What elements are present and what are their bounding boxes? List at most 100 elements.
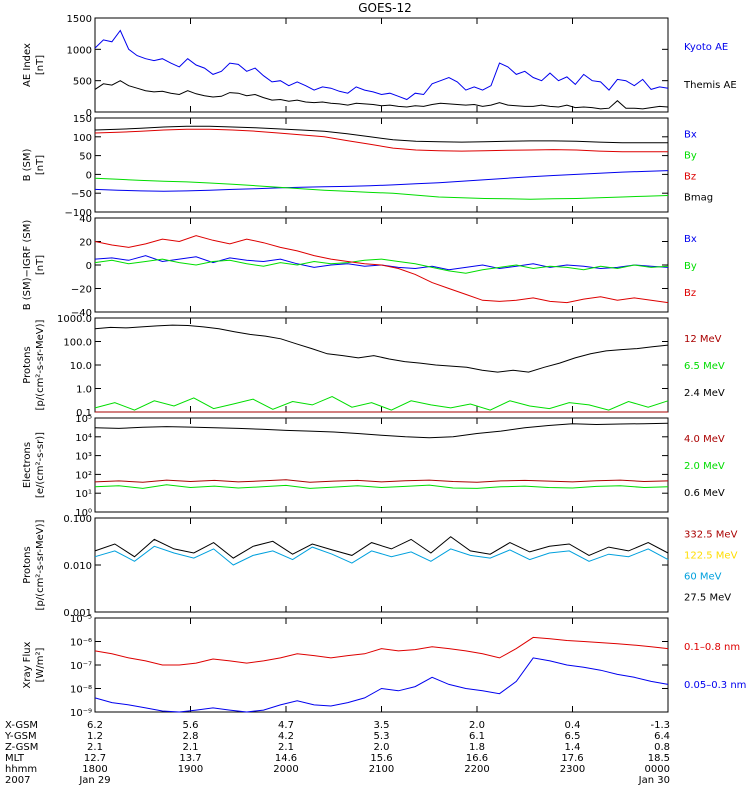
series-line-bz	[94, 128, 668, 153]
series-line-2-0-mev	[94, 484, 669, 489]
panel-4: 0.1 1.0 10.0 100.0 1000.0 Protons [p/(cm²-s-sr…	[22, 314, 725, 419]
axis-value: 5.6	[183, 720, 199, 731]
legend-bz: Bz	[684, 288, 696, 299]
axis-value: 14.6	[275, 753, 297, 764]
legend-60-mev: 60 MeV	[684, 571, 722, 582]
legend-0-1-0-8-nm: 0.1–0.8 nm	[684, 642, 740, 653]
y-axis-label: AE Index	[22, 43, 33, 87]
axis-value: 18.5	[648, 753, 670, 764]
legend-2-0-mev: 2.0 MeV	[684, 461, 725, 472]
y-tick-label: 1000	[67, 45, 92, 56]
y-tick-label: −20	[71, 285, 92, 296]
axis-value: 2.1	[183, 742, 199, 753]
axis-value: -1.3	[650, 720, 670, 731]
y-tick-label: 10⁻⁸	[70, 685, 92, 696]
y-axis-label: [W/m²]	[35, 647, 46, 682]
axis-value: 2200	[464, 764, 489, 775]
panel-6: 0.001 0.010 0.100 Protons [p/(cm²-s-sr-MeV)]…	[22, 514, 738, 619]
legend-12-mev: 12 MeV	[684, 334, 722, 345]
y-tick-label: 0	[86, 261, 92, 272]
series-line-60-mev	[94, 545, 669, 566]
row-label: Z-GSM	[5, 742, 38, 753]
axis-value: 1.4	[565, 742, 581, 753]
panel-frame	[94, 317, 669, 413]
legend-bx: Bx	[684, 130, 697, 141]
legend-kyoto-ae: Kyoto AE	[684, 42, 728, 53]
row-label: X-GSM	[5, 720, 38, 731]
series-line-0-05-0-3-nm	[94, 657, 669, 713]
y-axis-label: B (SM)−IGRF (SM)	[22, 220, 33, 311]
y-tick-label: −40	[71, 308, 92, 319]
legend-6-5-mev: 6.5 MeV	[684, 361, 725, 372]
legend-332-5-mev: 332.5 MeV	[684, 530, 738, 541]
legend-bz: Bz	[684, 171, 696, 182]
series-line-4-0-mev	[94, 479, 669, 483]
y-tick-label: 0	[86, 108, 92, 119]
axis-value: 15.6	[370, 753, 392, 764]
series-line-27-5-mev	[94, 536, 669, 559]
axis-value: 2.0	[469, 720, 485, 731]
y-tick-label: 0.1	[76, 408, 92, 419]
panel-2: −100 −50 0 50 100 150 B (SM) [nT] Bx By Bz Bmag	[22, 114, 713, 219]
series-line-by	[94, 258, 669, 274]
y-axis-label: Protons	[22, 346, 33, 383]
series-line-6-5-mev	[94, 396, 669, 411]
series-line-kyoto-ae	[94, 29, 669, 101]
axis-value: 6.5	[565, 731, 581, 742]
y-tick-label: 1000.0	[57, 314, 92, 325]
legend-bx: Bx	[684, 234, 697, 245]
series-line-bmag	[94, 125, 668, 144]
axis-value: 1800	[82, 764, 107, 775]
panel-3: −40 −20 0 20 40 B (SM)−IGRF (SM) [nT] Bx By Bz	[22, 214, 697, 319]
y-axis-label: [p/(cm²-s-sr-MeV)]	[35, 519, 46, 610]
axis-value: 1.8	[469, 742, 485, 753]
series-line-0-6-mev	[94, 422, 669, 439]
bottom-axis-table: X-GSM 6.2 5.6 4.7 3.5 2.0 0.4 -1.3 Y-GSM 1.2 2.8 4.…	[4, 720, 670, 786]
y-tick-label: −50	[71, 189, 92, 200]
axis-value: 0000	[645, 764, 670, 775]
panel-1: 0 500 1000 1500 AE Index [nT] Kyoto AE Themis A…	[22, 14, 737, 119]
series-line-bz	[94, 235, 669, 304]
axis-value: 2300	[560, 764, 585, 775]
legend-2-4-mev: 2.4 MeV	[684, 388, 725, 399]
y-tick-label: 150	[73, 114, 92, 125]
series-line-by	[94, 177, 669, 200]
y-axis-label: [nT]	[35, 155, 46, 175]
axis-value: 16.6	[466, 753, 488, 764]
y-tick-label: 1500	[67, 14, 92, 25]
panel-7: 10⁻⁹ 10⁻⁸ 10⁻⁷ 10⁻⁶ 10⁻⁵ Xray Flux [W/m²] 0.1–0…	[22, 614, 746, 719]
axis-value: Jan 30	[638, 775, 670, 786]
axis-value: 0.4	[565, 720, 581, 731]
axis-value: 2100	[369, 764, 394, 775]
axis-value: Jan 29	[78, 775, 110, 786]
axis-value: 4.7	[278, 720, 294, 731]
y-tick-label: 500	[73, 77, 92, 88]
y-axis-label: [nT]	[35, 55, 46, 75]
y-tick-label: 1.0	[76, 385, 92, 396]
y-tick-label: 10⁻⁹	[70, 708, 92, 719]
y-axis-label: Xray Flux	[22, 641, 33, 688]
y-tick-label: 50	[79, 152, 92, 163]
axis-value: 6.2	[87, 720, 103, 731]
legend-27-5-mev: 27.5 MeV	[684, 592, 731, 603]
legend-bmag: Bmag	[684, 192, 713, 203]
axis-value: 12.7	[84, 753, 106, 764]
y-axis-label: [nT]	[35, 255, 46, 275]
y-tick-label: 10⁻⁶	[70, 638, 92, 649]
axis-value: 1.2	[87, 731, 103, 742]
panel-frame	[94, 417, 669, 513]
y-axis-label: B (SM)	[22, 148, 33, 181]
y-tick-label: 0	[86, 170, 92, 181]
panel-5: 10⁰ 10¹ 10² 10³ 10⁴ 10⁵ Electrons [e/(cm²-s-sr)…	[22, 414, 725, 519]
legend-themis-ae: Themis AE	[683, 80, 737, 91]
panel-frame	[94, 517, 669, 613]
axis-value: 6.4	[654, 731, 670, 742]
y-tick-label: 40	[79, 214, 92, 225]
y-tick-label: 10⁰	[75, 508, 92, 519]
axis-value: 2.1	[278, 742, 294, 753]
legend-0-6-mev: 0.6 MeV	[684, 488, 725, 499]
y-tick-label: 10.0	[70, 361, 92, 372]
y-tick-label: 100.0	[63, 338, 92, 349]
y-tick-label: 10⁵	[75, 414, 92, 425]
